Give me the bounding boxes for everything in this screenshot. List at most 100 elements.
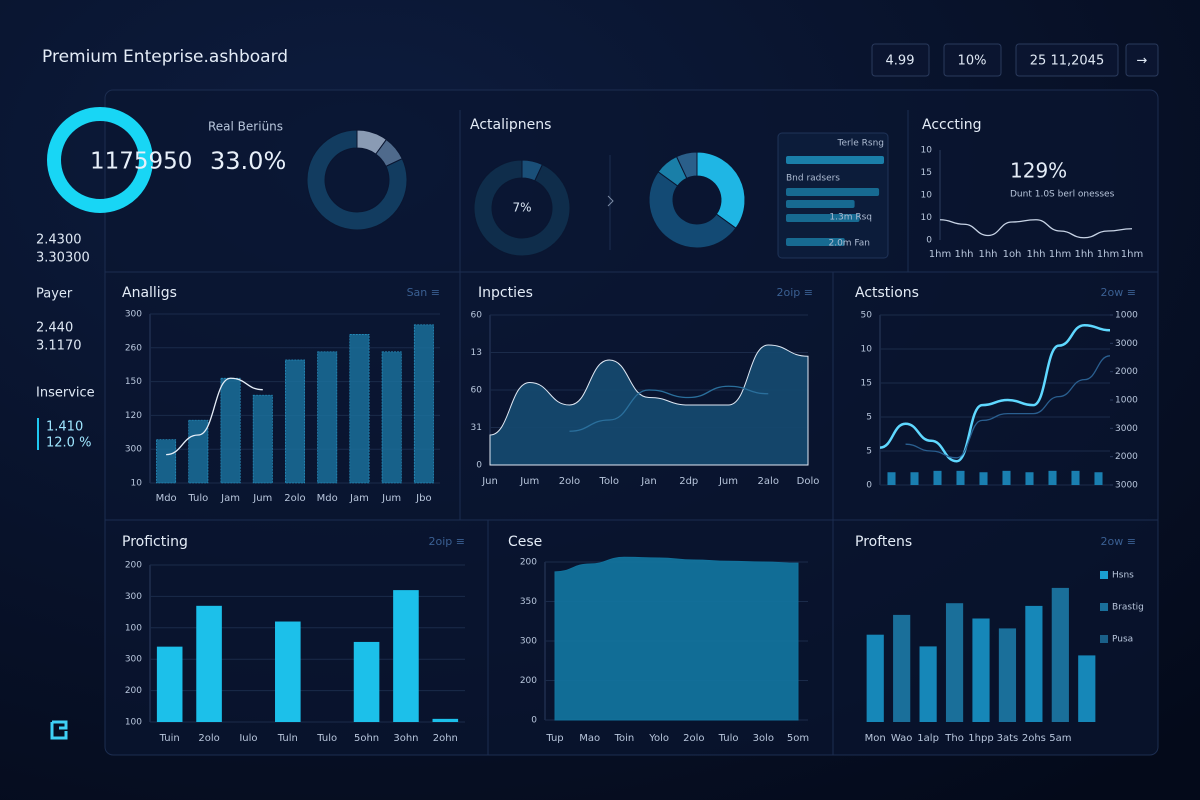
x-tick-label: 2olo [284,493,305,504]
chart-menu: 2oip ≡ [777,286,813,299]
sidebar-value: 2.440 [36,321,73,336]
y-tick-label: 60 [471,311,483,321]
progress-bar [786,214,860,222]
x-tick-label: Tho [944,733,964,744]
legend-label: Hsns [1112,571,1134,581]
x-tick-label: 1alp [917,733,939,744]
x-tick-label: Jan [640,476,656,487]
button-label[interactable]: → [1137,54,1148,69]
pie-slice [306,129,408,231]
chart-menu: 2ow ≡ [1101,535,1136,548]
progress-bar [786,156,884,164]
y2-tick-label: 3000 [1115,339,1138,349]
y2-tick-label: 2000 [1115,367,1138,377]
bar [933,470,942,485]
x-tick-label: Wao [891,733,913,744]
bar [1002,470,1011,485]
progress-bar [786,188,880,196]
bar [156,439,177,484]
bar [393,590,419,722]
kpi-percent: 33.0% [210,147,286,175]
x-tick-label: Jun [481,476,498,487]
y-tick-label: 0 [476,461,482,471]
bar [220,377,241,484]
bar [413,324,434,484]
y-tick-label: 100 [125,623,142,633]
sidebar-value: 3.30300 [36,251,90,266]
area [489,344,809,466]
bar [1094,472,1103,485]
x-tick-label: Mao [579,733,600,744]
bar [1048,470,1057,485]
y-tick-label: 200 [520,558,537,568]
x-tick-label: 3olo [753,733,774,744]
bar [972,618,990,722]
button[interactable] [1015,43,1119,77]
bar [1025,605,1043,722]
button[interactable] [871,43,930,77]
pie-slice [675,151,698,179]
bar [252,394,273,484]
x-tick-label: Mdo [156,493,177,504]
bar [956,470,965,485]
x-tick-label: Tolo [599,476,619,487]
y-tick-label: 300 [125,592,142,602]
button-label[interactable]: 10% [958,54,987,69]
sidebar: 2.4300 3.30300 Payer 2.440 3.1170 Inserv… [36,233,95,451]
subtitle: Dunt 1.0S berl onesses [1010,190,1115,200]
page-title: Premium Enteprise.ashboard [42,47,288,67]
y2-tick-label: 1000 [1115,311,1138,321]
y-tick-label: 10 [131,479,143,489]
pie-slice [648,171,737,249]
x-tick-label: 3ohn [393,733,418,744]
bar [910,472,919,485]
bar [317,351,338,484]
bar [432,718,459,722]
x-tick-label: Tuln [277,733,298,744]
button-label[interactable]: 25 11,2045 [1030,54,1104,69]
y-tick-label: 260 [125,343,142,353]
y-tick-label: 10 [861,345,873,355]
x-tick-label: Jam [220,493,240,504]
chart-menu: San ≡ [407,286,440,299]
kpi-ring [47,107,153,213]
button[interactable] [1125,43,1159,77]
line [905,355,1111,459]
bar [188,419,209,484]
x-tick-label: 2olo [683,733,704,744]
x-tick-label: 1hh [954,249,973,260]
progress-label: Terle Rsng [837,139,884,149]
line [879,323,1111,463]
legend-swatch [1100,571,1108,579]
y-tick-label: 0 [866,481,872,491]
y-tick-label: 10 [921,146,933,156]
x-tick-label: Mdo [317,493,338,504]
bar [919,646,937,722]
sidebar-value: 12.0 % [46,436,91,451]
y-tick-label: 15 [921,168,932,178]
y-tick-label: 120 [125,411,142,421]
x-tick-label: 1oh [1003,249,1022,260]
bar [1051,587,1069,722]
button-label[interactable]: 4.99 [886,54,915,69]
y-tick-label: 200 [125,686,142,696]
button[interactable] [943,43,1002,77]
y-tick-label: 350 [520,597,537,607]
bar [156,646,183,722]
x-tick-label: 1hh [1026,249,1045,260]
chart-title: Analligs [122,285,177,301]
x-tick-label: 1hh [978,249,997,260]
pie-center-label: 7% [512,201,531,215]
y-tick-label: 150 [125,377,142,387]
x-tick-label: Jum [519,476,539,487]
y-tick-label: 5 [866,447,872,457]
progress-bar [786,200,855,208]
x-tick-label: Tulo [187,493,208,504]
x-tick-label: 2ohs [1022,733,1046,744]
chart-title: Proficting [122,534,188,550]
y-tick-label: 0 [926,236,932,246]
x-tick-label: 1hm [1121,249,1143,260]
x-tick-label: 1hm [1049,249,1071,260]
y-tick-label: 300 [125,445,142,455]
x-tick-label: Iulo [239,733,257,744]
